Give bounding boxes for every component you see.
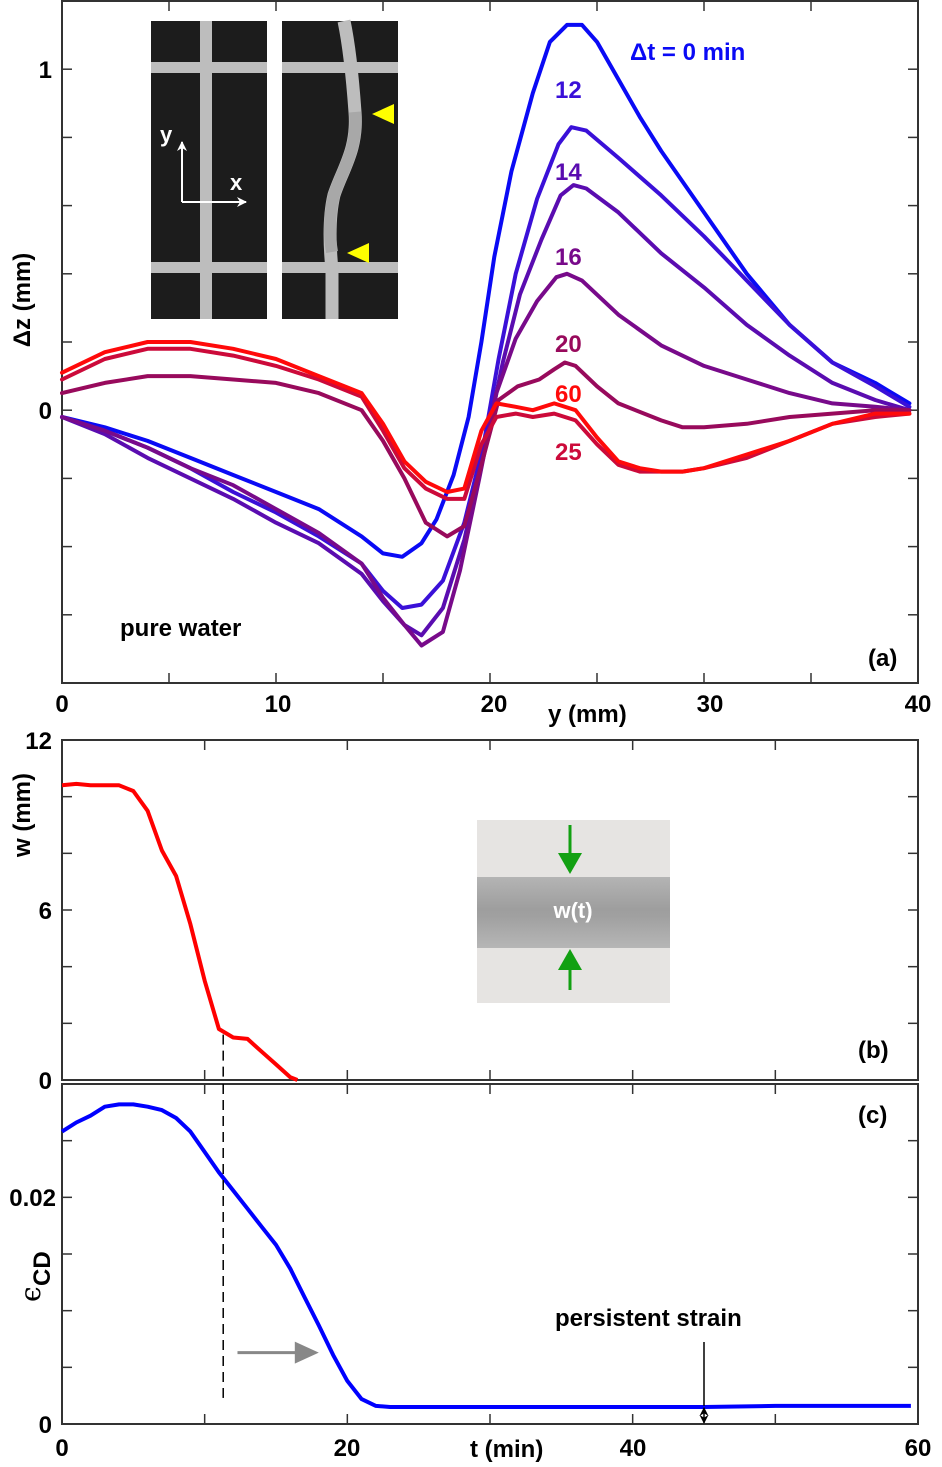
c-ytick-0.02: 0.02 — [9, 1185, 56, 1212]
curve-label-20: 20 — [555, 331, 582, 358]
yellow-marker-upper-icon — [372, 104, 394, 124]
panel-c: (c) persistent strain t (min) ϵ CD 0 20 … — [9, 1083, 932, 1463]
c-xtick-20: 20 — [334, 1435, 361, 1462]
a-xtick-0: 0 — [55, 691, 68, 718]
b-ytick-0: 0 — [39, 1068, 52, 1095]
b-ytick-6: 6 — [39, 898, 52, 925]
panel-b-lines — [61, 781, 299, 1082]
inset-axis-y-label: y — [160, 122, 173, 147]
green-arrow-down-icon — [558, 825, 582, 874]
curve-label-60: 60 — [555, 381, 582, 408]
panel-a-ticks — [62, 1, 918, 683]
a-ytick-1: 1 — [39, 57, 52, 84]
b-ytick-12: 12 — [25, 728, 52, 755]
series-line-60 — [60, 340, 912, 494]
panel-c-ylabel-sub: CD — [29, 1251, 56, 1286]
series-line-16 — [60, 271, 912, 648]
curve-label-16: 16 — [555, 244, 582, 271]
axes-arrows-icon: y x — [160, 122, 247, 207]
inset-photo-bent — [282, 19, 398, 319]
strain-line — [60, 1102, 911, 1409]
a-xtick-20: 20 — [481, 691, 508, 718]
grey-arrow-icon — [294, 1341, 319, 1364]
curve-label-0: Δt = 0 min — [630, 39, 745, 66]
a-xtick-40: 40 — [905, 691, 932, 718]
panel-a-lines — [60, 22, 912, 648]
series-line--t-0-min — [60, 22, 912, 559]
series-line-20 — [60, 360, 912, 539]
green-arrow-up-icon — [558, 949, 582, 990]
series-line-12 — [60, 125, 912, 610]
panel-c-label: (c) — [858, 1102, 887, 1129]
inset-photo-width: w(t) — [477, 820, 670, 1003]
panel-b-label: (b) — [858, 1037, 889, 1064]
c-xtick-40: 40 — [620, 1435, 647, 1462]
inset-photo-straight: y x — [151, 21, 267, 319]
panel-b: w(t) (b) w (mm) 12 6 0 — [9, 728, 919, 1095]
a-xtick-10: 10 — [265, 691, 292, 718]
panel-c-annotations — [222, 1084, 709, 1424]
panel-a: y x Δt = 0 min 12 14 16 20 60 25 pure wa… — [9, 0, 932, 728]
a-ytick-0: 0 — [39, 398, 52, 425]
panel-c-lines — [60, 1102, 911, 1409]
panel-a-ylabel: Δz (mm) — [9, 253, 36, 348]
curve-label-25: 25 — [555, 439, 582, 466]
inset-width-label: w(t) — [552, 898, 592, 923]
panel-c-ylabel-main: ϵ — [14, 1286, 47, 1302]
c-xtick-60: 60 — [905, 1435, 932, 1462]
width-line — [61, 781, 299, 1082]
panel-b-ylabel: w (mm) — [9, 773, 36, 858]
panel-c-xlabel: t (min) — [470, 1436, 543, 1463]
persistent-strain-note: persistent strain — [555, 1305, 742, 1332]
c-xtick-0: 0 — [55, 1435, 68, 1462]
panel-b-ticks — [62, 740, 918, 1080]
curve-label-14: 14 — [555, 159, 582, 186]
yellow-marker-lower-icon — [347, 243, 369, 263]
panel-a-label: (a) — [868, 645, 897, 672]
a-xtick-30: 30 — [697, 691, 724, 718]
inset-axis-x-label: x — [230, 170, 243, 195]
curve-label-12: 12 — [555, 77, 582, 104]
panel-c-ticks — [62, 1084, 918, 1424]
c-ytick-0: 0 — [39, 1412, 52, 1439]
panel-c-ylabel: ϵ CD — [14, 1251, 56, 1302]
panel-a-xlabel: y (mm) — [548, 701, 627, 728]
pure-water-note: pure water — [120, 615, 241, 642]
